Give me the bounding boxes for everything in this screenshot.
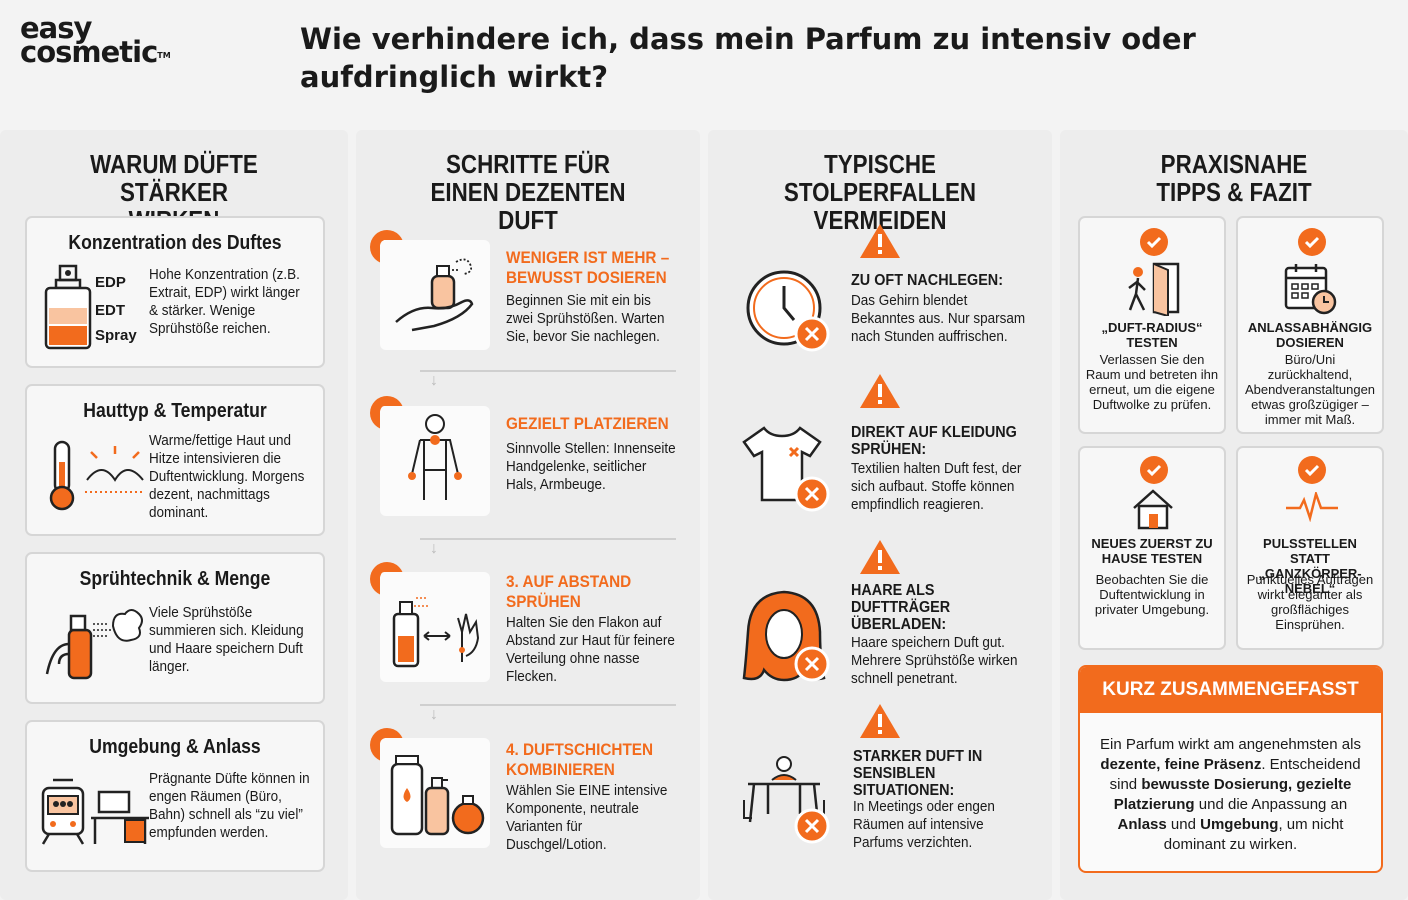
- tip-text: Punktuelles Auftragen wirkt eleganter al…: [1246, 572, 1374, 632]
- step-title: GEZIELT PLATZIEREN: [506, 414, 669, 433]
- summary-bold: Umgebung: [1200, 816, 1279, 833]
- hair-icon: [742, 590, 830, 682]
- warning-icon: [860, 224, 900, 258]
- trademark: TM: [157, 51, 171, 60]
- pitfall-text: Haare speichern Duft gut. Mehrere Sprühs…: [851, 634, 1018, 687]
- warning-icon: [860, 704, 900, 738]
- arrow-down-icon: ↓: [430, 540, 438, 557]
- brand-logo: easy cosmeticTM: [20, 11, 171, 67]
- meeting-table-icon: [743, 756, 830, 844]
- warning-icon: [860, 540, 900, 574]
- summary-bold: dezente, feine Präsenz: [1100, 756, 1262, 773]
- tshirt-icon: [742, 426, 830, 512]
- card-text: Hohe Konzentration (z.B. Extrait, EDP) w…: [149, 266, 300, 337]
- column-causes: WARUM DÜFTE STÄRKER WIRKEN Konzentration…: [0, 130, 348, 900]
- summary-bold: Anlass: [1117, 816, 1167, 833]
- summary-part: Ein Parfum wirkt am angenehmsten als: [1100, 736, 1361, 753]
- card-text: Warme/fettige Haut und Hitze intensivier…: [149, 432, 305, 521]
- step-title: 4. DUFTSCHICHTEN KOMBINIEREN: [506, 740, 654, 779]
- pitfall-text: Textilien halten Duft fest, der sich auf…: [851, 460, 1022, 513]
- perfume-bottle-icon: [44, 264, 92, 350]
- step-title: WENIGER IST MEHR – BEWUSST DOSIEREN: [506, 248, 670, 287]
- tip-title: NEUES ZUERST ZU HAUSE TESTEN: [1091, 536, 1213, 566]
- step-text: Sinnvolle Stellen: Innenseite Handgelenk…: [506, 440, 676, 493]
- check-icon: [1140, 228, 1168, 256]
- tip-text: Beobachten Sie die Duftentwicklung in pr…: [1094, 572, 1210, 617]
- step-icon-box: [380, 572, 490, 682]
- summary-part: , um nicht dominant zu wirken.: [1163, 816, 1344, 853]
- tip-title: PULSSTELLEN STATT „GANZKÖRPER-NEBEL“: [1258, 536, 1362, 596]
- pitfall-title: HAARE ALS DUFTTRÄGER ÜBERLADEN:: [851, 582, 951, 633]
- layering-bottles-icon: [390, 755, 485, 836]
- distance-spray-icon: [392, 597, 480, 668]
- thermometer-icon: [49, 440, 144, 511]
- label-spray: Spray: [95, 327, 137, 344]
- summary-part: . Entscheidend sind: [1109, 756, 1361, 793]
- card-environment: Umgebung & Anlass Prägnante Düfte können…: [25, 720, 325, 872]
- pitfall-title: DIREKT AUF KLEIDUNG SPRÜHEN:: [851, 424, 1017, 458]
- summary-text: Ein Parfum wirkt am angenehmsten als dez…: [1090, 735, 1371, 855]
- house-icon: [1133, 489, 1173, 530]
- step-icon-box: [380, 240, 490, 350]
- tip-title: ANLASSABHÄNGIG DOSIEREN: [1247, 320, 1373, 350]
- card-concentration: Konzentration des Duftes EDP EDT Spray H…: [25, 216, 325, 368]
- brand-line-2: cosmeticTM: [20, 38, 171, 67]
- tip-card: NEUES ZUERST ZU HAUSE TESTEN Beobachten …: [1078, 446, 1226, 650]
- step-connector: ↓: [420, 704, 676, 728]
- step-connector: ↓: [420, 538, 676, 562]
- tip-title: „DUFT-RADIUS“ TESTEN: [1101, 320, 1203, 350]
- summary-title: KURZ ZUSAMMENGEFASST: [1080, 667, 1381, 713]
- label-edp: EDP: [95, 274, 126, 291]
- card-skin-temperature: Hauttyp & Temperatur Warme/fettige Haut …: [25, 384, 325, 536]
- column-title: PRAXISNAHE TIPPS & FAZIT: [1156, 149, 1312, 207]
- step-text: Wählen Sie EINE intensive Komponente, ne…: [506, 782, 668, 853]
- clock-icon: [746, 270, 830, 352]
- card-title: Hauttyp & Temperatur: [83, 400, 267, 422]
- tip-card: PULSSTELLEN STATT „GANZKÖRPER-NEBEL“ Pun…: [1236, 446, 1384, 650]
- step-icon-box: [380, 406, 490, 516]
- tip-text: Büro/Uni zurückhaltend, Abendveranstaltu…: [1244, 352, 1376, 427]
- pitfall-text: Das Gehirn blendet Bekanntes aus. Nur sp…: [851, 292, 1026, 345]
- step-title: 3. AUF ABSTAND SPRÜHEN: [506, 572, 632, 611]
- card-title: Umgebung & Anlass: [89, 736, 261, 758]
- check-icon: [1140, 456, 1168, 484]
- step-text: Beginnen Sie mit ein bis zwei Sprühstöße…: [506, 292, 665, 345]
- brand-name: cosmetic: [20, 35, 158, 69]
- card-title: Konzentration des Duftes: [68, 232, 282, 254]
- step-text: Halten Sie den Flakon auf Abstand zur Ha…: [506, 614, 675, 685]
- pitfall-title: STARKER DUFT IN SENSIBLEN SITUATIONEN:: [853, 748, 983, 799]
- brand-line-1: easy: [20, 11, 92, 45]
- arrow-down-icon: ↓: [430, 706, 438, 723]
- card-text: Viele Sprühstöße summieren sich. Kleidun…: [149, 604, 304, 675]
- pitfall-text: In Meetings oder engen Räumen auf intens…: [853, 798, 995, 851]
- card-title: Sprühtechnik & Menge: [79, 568, 271, 590]
- body-pulse-points-icon: [408, 414, 462, 500]
- spray-hand-icon: [45, 609, 143, 680]
- tip-card: „DUFT-RADIUS“ TESTEN Verlassen Sie den R…: [1078, 216, 1226, 434]
- page-title: Wie verhindere ich, dass mein Parfum zu …: [300, 22, 1196, 94]
- tip-text: Verlassen Sie den Raum und betreten ihn …: [1085, 352, 1219, 412]
- summary-part: und die Anpassung an: [1194, 796, 1348, 813]
- label-edt: EDT: [95, 302, 125, 319]
- step-connector: ↓: [420, 370, 676, 394]
- arrow-down-icon: ↓: [430, 372, 438, 389]
- summary-part: und: [1166, 816, 1201, 833]
- door-walk-icon: [1128, 262, 1180, 316]
- pitfall-title: ZU OFT NACHLEGEN:: [851, 272, 1003, 289]
- column-title: SCHRITTE FÜR EINEN DEZENTEN DUFT: [430, 149, 626, 235]
- card-text: Prägnante Düfte können in engen Räumen (…: [149, 770, 310, 841]
- hand-spray-icon: [395, 258, 474, 332]
- tip-card: ANLASSABHÄNGIG DOSIEREN Büro/Uni zurückh…: [1236, 216, 1384, 434]
- card-spray-technique: Sprühtechnik & Menge Viele Sprühstöße su…: [25, 552, 325, 704]
- summary-box: KURZ ZUSAMMENGEFASST Ein Parfum wirkt am…: [1078, 665, 1383, 873]
- train-office-icon: [41, 778, 149, 845]
- step-icon-box: [380, 738, 490, 848]
- warning-icon: [860, 374, 900, 408]
- pulse-icon: [1286, 492, 1338, 522]
- summary-bold: bewusste Dosierung, gezielte Platzierung: [1113, 776, 1352, 813]
- calendar-clock-icon: [1284, 264, 1337, 315]
- check-icon: [1298, 228, 1326, 256]
- check-icon: [1298, 456, 1326, 484]
